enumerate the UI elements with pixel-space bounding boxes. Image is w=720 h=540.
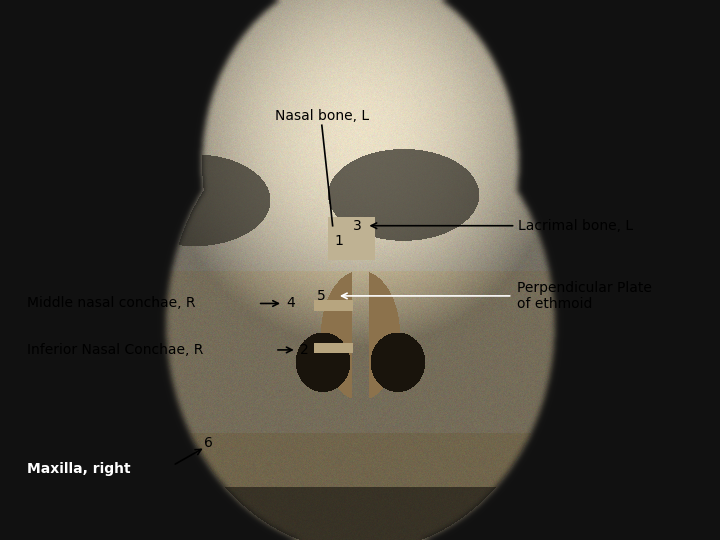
Text: Perpendicular Plate
of ethmoid: Perpendicular Plate of ethmoid: [517, 281, 652, 311]
Text: 1: 1: [334, 234, 343, 248]
Text: 4: 4: [286, 296, 294, 310]
Text: 2: 2: [300, 343, 308, 357]
Text: Middle nasal conchae, R: Middle nasal conchae, R: [27, 296, 196, 310]
Text: Inferior Nasal Conchae, R: Inferior Nasal Conchae, R: [27, 343, 204, 357]
Text: Nasal bone, L: Nasal bone, L: [275, 109, 369, 123]
Text: Maxilla, right: Maxilla, right: [27, 462, 131, 476]
Text: 3: 3: [353, 219, 361, 233]
Text: 6: 6: [204, 436, 212, 450]
Text: 5: 5: [317, 289, 325, 303]
Text: Lacrimal bone, L: Lacrimal bone, L: [518, 219, 634, 233]
